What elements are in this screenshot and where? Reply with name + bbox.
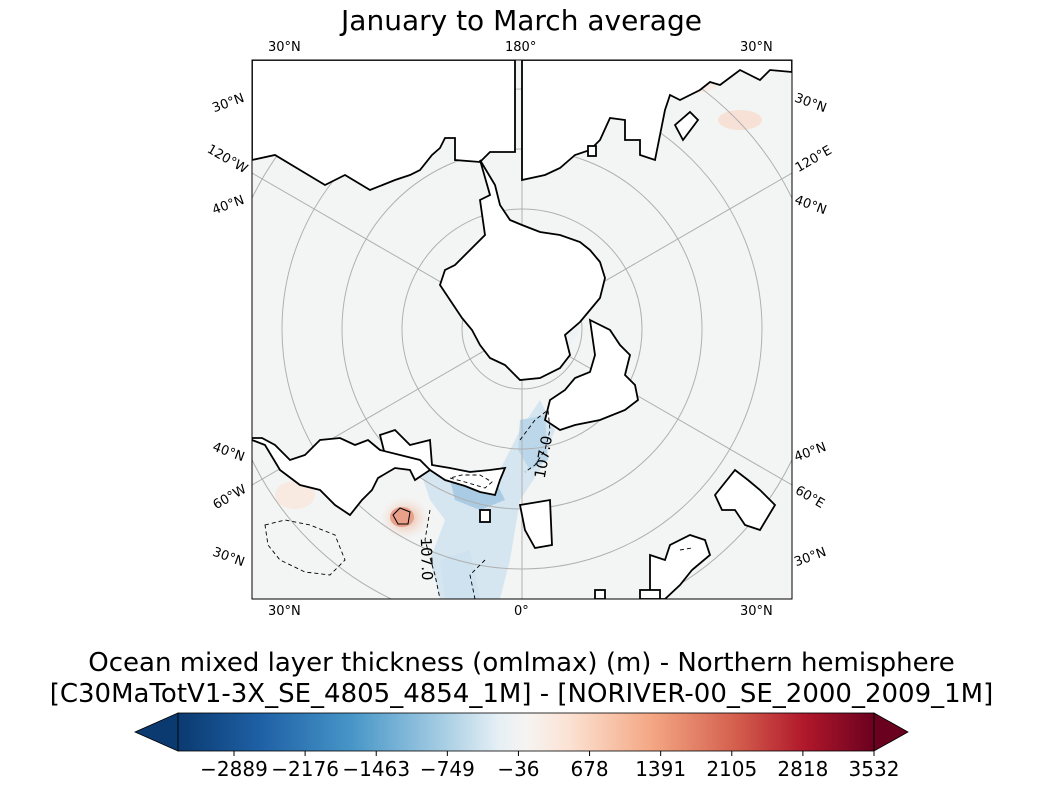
anomaly-patch <box>275 481 315 509</box>
colorbar-tick-label: 3532 <box>848 757 900 781</box>
colorbar-title-line2: [C30MaTotV1-3X_SE_4805_4854_1M] - [NORIV… <box>49 679 994 709</box>
negative-anomaly-core <box>518 415 548 470</box>
colorbar-title-line1: Ocean mixed layer thickness (omlmax) (m)… <box>88 648 955 678</box>
colorbar-tick-label: 1391 <box>635 757 687 781</box>
gridline-label: 0° <box>514 604 529 619</box>
map-frame <box>251 59 793 600</box>
colorbar-tick-marks <box>233 751 875 756</box>
contour-lines <box>264 409 693 599</box>
colorbar-tick-label: −1463 <box>342 757 411 781</box>
colorbar-extend-low <box>134 712 179 752</box>
gridline-label: 30°N <box>740 40 773 55</box>
colorbar-extend-high <box>873 712 909 752</box>
anomaly-patch <box>718 110 762 130</box>
gridline-label: 30°N <box>268 604 301 619</box>
positive-contour <box>392 507 411 525</box>
negative-anomaly <box>440 550 480 599</box>
landmasses <box>252 60 792 599</box>
colorbar-tick-label: 2105 <box>706 757 758 781</box>
colorbar-tick-label: −2176 <box>271 757 339 781</box>
colorbar-gradient <box>178 713 874 751</box>
colorbar-tick-label: −2889 <box>200 757 268 781</box>
colorbar-frame <box>177 712 875 752</box>
colorbar-tick-label: −749 <box>419 757 475 781</box>
colorbar-tick-label: 678 <box>570 757 609 781</box>
map-title: January to March average <box>341 4 702 37</box>
colorbar-tick-label: 2818 <box>777 757 829 781</box>
colorbar-tick-label: −36 <box>497 757 540 781</box>
gridline-label: 180° <box>505 40 537 55</box>
gridline-label: 30°N <box>268 40 301 55</box>
gridline-label: 30°N <box>740 604 773 619</box>
